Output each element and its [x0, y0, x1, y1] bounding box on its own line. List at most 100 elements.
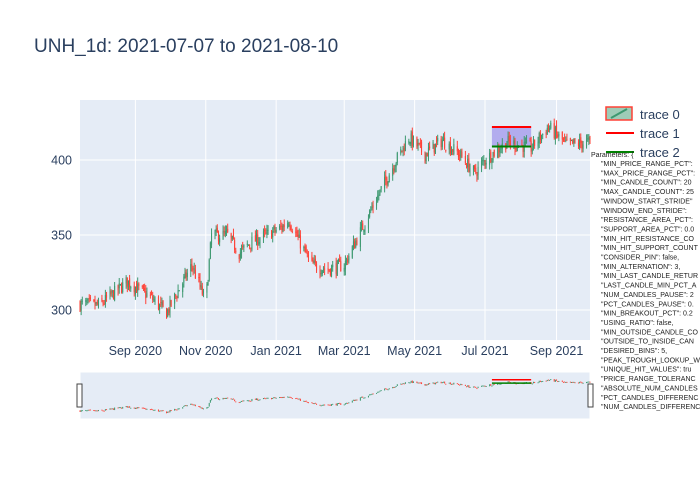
- candle-decreasing[interactable]: [416, 137, 418, 147]
- candle-decreasing[interactable]: [452, 149, 454, 152]
- candle-increasing[interactable]: [499, 150, 501, 155]
- candle-decreasing[interactable]: [468, 158, 470, 172]
- candle-decreasing[interactable]: [577, 142, 579, 146]
- candle-increasing[interactable]: [146, 293, 148, 297]
- candle-decreasing[interactable]: [580, 137, 582, 144]
- candle-increasing[interactable]: [409, 142, 411, 144]
- candle-decreasing[interactable]: [144, 288, 146, 291]
- candle-decreasing[interactable]: [88, 298, 90, 300]
- candle-decreasing[interactable]: [192, 267, 194, 271]
- candle-decreasing[interactable]: [129, 278, 131, 288]
- candle-increasing[interactable]: [472, 165, 474, 171]
- candle-increasing[interactable]: [549, 128, 551, 130]
- candle-increasing[interactable]: [427, 147, 429, 157]
- legend-item-trace-1[interactable]: trace 1: [606, 126, 680, 141]
- candle-decreasing[interactable]: [466, 164, 468, 169]
- candle-decreasing[interactable]: [354, 241, 356, 249]
- candle-increasing[interactable]: [104, 295, 106, 304]
- candle-increasing[interactable]: [215, 228, 217, 232]
- candle-decreasing[interactable]: [581, 141, 583, 148]
- candle-decreasing[interactable]: [484, 160, 486, 164]
- candle-decreasing[interactable]: [117, 285, 119, 291]
- candle-increasing[interactable]: [395, 163, 397, 167]
- candle-increasing[interactable]: [348, 255, 350, 261]
- candle-increasing[interactable]: [369, 210, 371, 217]
- candle-increasing[interactable]: [87, 298, 89, 301]
- candle-increasing[interactable]: [550, 122, 552, 129]
- candle-decreasing[interactable]: [508, 135, 510, 142]
- candle-increasing[interactable]: [402, 146, 404, 151]
- candle-increasing[interactable]: [432, 142, 434, 149]
- candle-decreasing[interactable]: [562, 139, 564, 141]
- candle-increasing[interactable]: [516, 145, 518, 151]
- candle-increasing[interactable]: [355, 240, 357, 248]
- candle-decreasing[interactable]: [304, 248, 306, 250]
- candle-increasing[interactable]: [287, 222, 289, 228]
- candle-increasing[interactable]: [130, 287, 132, 289]
- candle-decreasing[interactable]: [589, 138, 591, 140]
- candle-increasing[interactable]: [434, 143, 436, 154]
- candle-decreasing[interactable]: [403, 147, 405, 152]
- candle-increasing[interactable]: [81, 300, 83, 302]
- candle-increasing[interactable]: [211, 233, 213, 245]
- candle-increasing[interactable]: [209, 242, 211, 259]
- candle-decreasing[interactable]: [271, 231, 273, 239]
- candle-decreasing[interactable]: [498, 146, 500, 153]
- candle-decreasing[interactable]: [191, 264, 193, 266]
- candle-increasing[interactable]: [558, 133, 560, 137]
- candle-decreasing[interactable]: [254, 235, 256, 242]
- candle-increasing[interactable]: [272, 230, 274, 238]
- candle-decreasing[interactable]: [162, 300, 164, 307]
- candle-decreasing[interactable]: [328, 269, 330, 271]
- candle-decreasing[interactable]: [545, 132, 547, 135]
- candle-decreasing[interactable]: [299, 235, 301, 249]
- candle-decreasing[interactable]: [339, 259, 341, 262]
- candle-increasing[interactable]: [467, 158, 469, 168]
- candle-decreasing[interactable]: [557, 134, 559, 138]
- candle-decreasing[interactable]: [327, 267, 329, 271]
- candle-decreasing[interactable]: [340, 261, 342, 272]
- candle-increasing[interactable]: [554, 127, 556, 140]
- candle-increasing[interactable]: [154, 298, 156, 302]
- candle-increasing[interactable]: [321, 270, 323, 275]
- candle-decreasing[interactable]: [227, 228, 229, 232]
- candle-decreasing[interactable]: [372, 205, 374, 208]
- candle-increasing[interactable]: [343, 267, 345, 272]
- candle-decreasing[interactable]: [457, 150, 459, 157]
- candle-increasing[interactable]: [256, 233, 258, 243]
- candle-decreasing[interactable]: [574, 141, 576, 143]
- candle-decreasing[interactable]: [230, 233, 232, 238]
- candle-decreasing[interactable]: [152, 295, 154, 300]
- candle-increasing[interactable]: [206, 283, 208, 293]
- candle-decreasing[interactable]: [296, 230, 298, 237]
- candle-decreasing[interactable]: [238, 254, 240, 260]
- candle-increasing[interactable]: [532, 138, 534, 148]
- candle-increasing[interactable]: [524, 141, 526, 144]
- candle-decreasing[interactable]: [136, 286, 138, 293]
- candle-decreasing[interactable]: [509, 140, 511, 146]
- candle-increasing[interactable]: [417, 142, 419, 146]
- candle-increasing[interactable]: [125, 277, 127, 284]
- candle-increasing[interactable]: [485, 162, 487, 165]
- candle-decreasing[interactable]: [456, 146, 458, 152]
- candle-increasing[interactable]: [481, 161, 483, 168]
- candle-decreasing[interactable]: [493, 150, 495, 157]
- candle-decreasing[interactable]: [234, 240, 236, 250]
- candle-decreasing[interactable]: [418, 142, 420, 144]
- candle-increasing[interactable]: [214, 231, 216, 235]
- candle-increasing[interactable]: [408, 140, 410, 143]
- candle-increasing[interactable]: [546, 127, 548, 135]
- candle-increasing[interactable]: [491, 160, 493, 164]
- candle-increasing[interactable]: [275, 230, 277, 232]
- candle-increasing[interactable]: [183, 276, 185, 283]
- candle-decreasing[interactable]: [96, 302, 98, 305]
- candle-decreasing[interactable]: [514, 140, 516, 150]
- candle-increasing[interactable]: [134, 287, 136, 295]
- candle-increasing[interactable]: [380, 186, 382, 190]
- candle-increasing[interactable]: [247, 244, 249, 246]
- candle-increasing[interactable]: [167, 309, 169, 317]
- candle-decreasing[interactable]: [126, 277, 128, 287]
- candle-increasing[interactable]: [322, 269, 324, 271]
- candle-increasing[interactable]: [363, 229, 365, 232]
- candle-increasing[interactable]: [388, 175, 390, 183]
